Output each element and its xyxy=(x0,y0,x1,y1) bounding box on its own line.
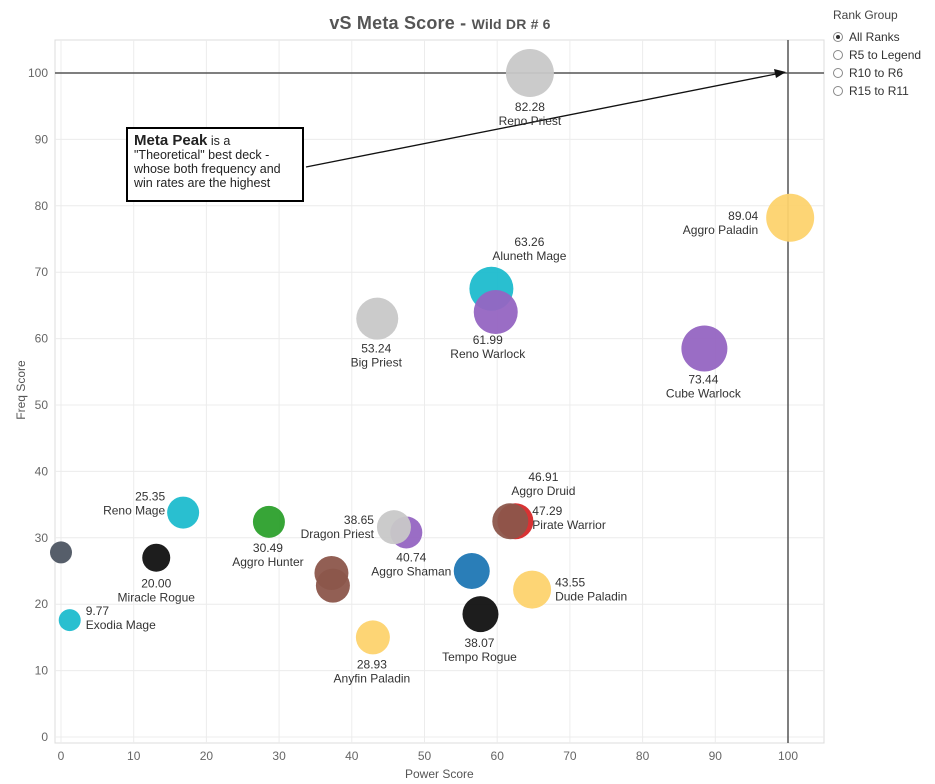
point-name-label: Dragon Priest xyxy=(301,527,375,541)
data-point xyxy=(376,510,411,545)
point-name-label: Aggro Druid xyxy=(511,484,575,498)
x-tick-label: 70 xyxy=(563,749,577,763)
y-tick-label: 80 xyxy=(35,199,49,213)
meta-peak-annotation: Meta Peak is a "Theoretical" best deck -… xyxy=(126,127,304,202)
radio-icon[interactable] xyxy=(833,50,843,60)
point-name-label: Tempo Rogue xyxy=(442,650,517,664)
radio-icon[interactable] xyxy=(833,32,843,42)
point-name-label: Reno Priest xyxy=(499,114,562,128)
annotation-text: is a "Theoretical" best deck - whose bot… xyxy=(134,134,281,190)
point-name-label: Aluneth Mage xyxy=(492,249,566,263)
y-tick-label: 0 xyxy=(41,730,48,744)
chart-title: vS Meta Score - Wild DR # 6 xyxy=(329,13,551,33)
legend-item-label: R10 to R6 xyxy=(849,66,904,80)
point-name-label: Reno Mage xyxy=(103,504,165,518)
y-tick-label: 100 xyxy=(28,66,48,80)
x-tick-label: 80 xyxy=(636,749,650,763)
chart-title-sub: Wild DR # 6 xyxy=(471,16,551,32)
point-name-label: Aggro Shaman xyxy=(371,564,451,578)
x-tick-label: 0 xyxy=(58,749,65,763)
annotation-bold: Meta Peak xyxy=(134,132,208,149)
data-point xyxy=(356,297,399,340)
point-score-label: 63.26 xyxy=(514,235,544,249)
point-score-label: 38.65 xyxy=(344,513,374,527)
data-point xyxy=(492,503,529,540)
point-score-label: 46.91 xyxy=(528,470,558,484)
point-score-label: 38.07 xyxy=(464,636,494,650)
point-score-label: 82.28 xyxy=(515,100,545,114)
data-point xyxy=(50,541,72,564)
annotation-arrow xyxy=(305,73,777,168)
x-tick-label: 20 xyxy=(200,749,214,763)
legend-title: Rank Group xyxy=(833,8,898,22)
annotation-arrowhead xyxy=(774,69,786,78)
point-name-label: Aggro Hunter xyxy=(232,555,303,569)
data-point xyxy=(505,49,554,97)
point-score-label: 61.99 xyxy=(473,333,503,347)
point-score-label: 53.24 xyxy=(361,342,391,356)
data-point xyxy=(462,596,499,633)
x-tick-label: 30 xyxy=(272,749,286,763)
data-point xyxy=(315,568,350,603)
point-name-label: Exodia Mage xyxy=(86,618,156,632)
radio-icon[interactable] xyxy=(833,86,843,96)
data-point xyxy=(355,620,390,655)
y-tick-label: 70 xyxy=(35,265,49,279)
x-tick-label: 60 xyxy=(491,749,505,763)
point-score-label: 47.29 xyxy=(532,504,562,518)
x-tick-label: 90 xyxy=(709,749,723,763)
point-score-label: 20.00 xyxy=(141,577,171,591)
point-score-label: 25.35 xyxy=(135,490,165,504)
legend-item-label: R5 to Legend xyxy=(849,48,922,62)
point-score-label: 43.55 xyxy=(555,576,585,590)
radio-icon[interactable] xyxy=(833,68,843,78)
data-point xyxy=(473,290,518,335)
y-tick-label: 90 xyxy=(35,132,49,146)
legend-item-r10-r6[interactable]: R10 to R6 xyxy=(833,64,921,82)
y-tick-label: 50 xyxy=(35,398,49,412)
x-tick-label: 40 xyxy=(345,749,359,763)
y-tick-label: 20 xyxy=(35,597,49,611)
point-score-label: 9.77 xyxy=(86,604,110,618)
data-point xyxy=(58,609,81,632)
point-name-label: Cube Warlock xyxy=(666,387,742,401)
legend-item-all-ranks[interactable]: All Ranks xyxy=(833,28,921,46)
y-tick-label: 10 xyxy=(35,664,49,678)
y-tick-label: 30 xyxy=(35,531,49,545)
point-name-label: Miracle Rogue xyxy=(118,591,196,605)
data-point xyxy=(766,193,815,242)
y-tick-label: 60 xyxy=(35,332,49,346)
point-name-label: Pirate Warrior xyxy=(532,518,606,532)
y-tick-label: 40 xyxy=(35,464,49,478)
point-name-label: Aggro Paladin xyxy=(683,223,758,237)
data-point xyxy=(142,543,171,572)
legend-item-label: All Ranks xyxy=(849,30,900,44)
data-point xyxy=(252,505,285,538)
rank-group-legend: Rank Group All Ranks R5 to Legend R10 to… xyxy=(833,8,921,100)
point-name-label: Dude Paladin xyxy=(555,590,627,604)
data-point xyxy=(167,496,200,529)
data-point xyxy=(681,325,728,372)
point-score-label: 89.04 xyxy=(728,209,758,223)
point-name-label: Reno Warlock xyxy=(450,347,526,361)
data-point xyxy=(513,570,552,609)
point-name-label: Big Priest xyxy=(351,356,403,370)
point-name-label: Anyfin Paladin xyxy=(334,671,411,685)
legend-item-r15-r11[interactable]: R15 to R11 xyxy=(833,82,921,100)
x-tick-label: 50 xyxy=(418,749,432,763)
point-score-label: 40.74 xyxy=(396,550,426,564)
legend-item-label: R15 to R11 xyxy=(849,84,909,98)
x-tick-label: 10 xyxy=(127,749,141,763)
data-point xyxy=(453,553,490,589)
point-score-label: 28.93 xyxy=(357,657,387,671)
x-tick-label: 100 xyxy=(778,749,798,763)
legend-item-r5-legend[interactable]: R5 to Legend xyxy=(833,46,921,64)
y-axis-title: Freq Score xyxy=(14,360,28,420)
point-score-label: 73.44 xyxy=(688,373,718,387)
point-score-label: 30.49 xyxy=(253,541,283,555)
chart-title-main: vS Meta Score xyxy=(329,13,455,33)
x-axis-title: Power Score xyxy=(405,767,474,781)
